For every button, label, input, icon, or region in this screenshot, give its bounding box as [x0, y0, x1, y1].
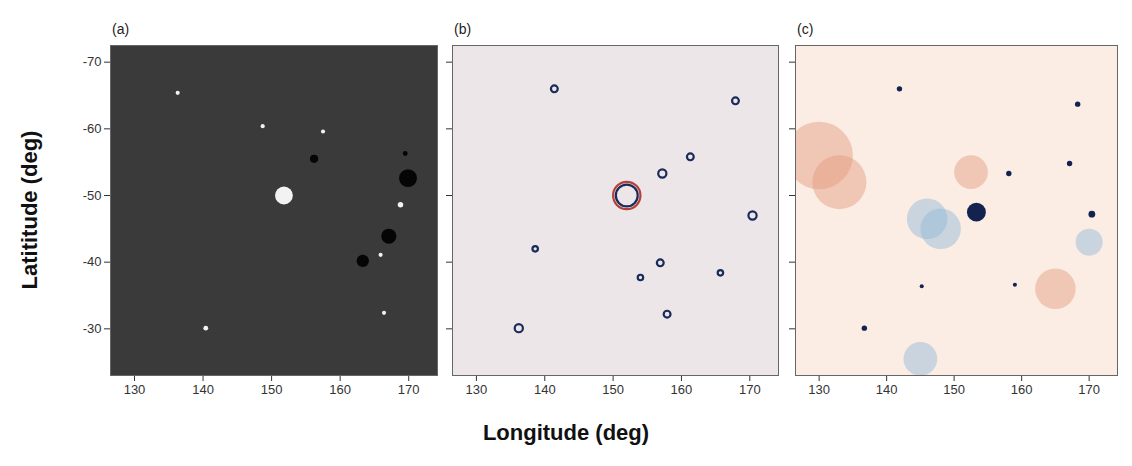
svg-text:160: 160	[329, 382, 351, 397]
svg-text:150: 150	[602, 382, 624, 397]
svg-text:130: 130	[124, 382, 146, 397]
svg-text:160: 160	[671, 382, 693, 397]
svg-text:-60: -60	[83, 121, 102, 136]
svg-text:150: 150	[261, 382, 283, 397]
svg-text:150: 150	[943, 382, 965, 397]
svg-text:170: 170	[739, 382, 761, 397]
svg-text:130: 130	[466, 382, 488, 397]
svg-text:-70: -70	[83, 54, 102, 69]
svg-text:160: 160	[1011, 382, 1033, 397]
html-text:Latititude (deg): Latititude (deg)	[17, 130, 42, 290]
svg-text:-50: -50	[83, 188, 102, 203]
svg-text:170: 170	[398, 382, 420, 397]
svg-text:-40: -40	[83, 254, 102, 269]
svg-text:140: 140	[876, 382, 898, 397]
html-text:(b): (b)	[454, 21, 472, 37]
html-text:(c): (c)	[797, 21, 814, 37]
svg-text:170: 170	[1078, 382, 1100, 397]
svg-text:140: 140	[192, 382, 214, 397]
svg-text:140: 140	[534, 382, 556, 397]
html-text:(a): (a)	[112, 21, 130, 37]
svg-text:130: 130	[808, 382, 830, 397]
svg-text:-30: -30	[83, 321, 102, 336]
html-text:Longitude (deg): Longitude (deg)	[482, 420, 650, 445]
